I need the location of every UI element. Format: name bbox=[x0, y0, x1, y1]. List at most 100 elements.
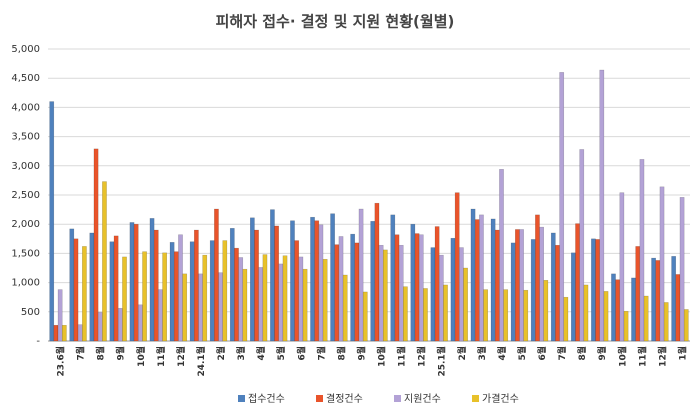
bar bbox=[298, 256, 304, 342]
bar bbox=[579, 149, 585, 342]
bar bbox=[555, 244, 560, 342]
bar bbox=[434, 226, 440, 342]
bar bbox=[659, 186, 665, 342]
bar bbox=[229, 228, 235, 342]
bar bbox=[294, 240, 300, 342]
bar bbox=[270, 209, 275, 342]
y-tick-label: 1,500 bbox=[11, 248, 40, 259]
x-tick-label: 9월 bbox=[596, 346, 608, 361]
bar bbox=[515, 229, 520, 342]
y-tick-label: 500 bbox=[21, 307, 40, 318]
legend-swatch bbox=[472, 395, 479, 402]
bar bbox=[603, 291, 609, 342]
bar bbox=[250, 217, 255, 342]
x-tick-label: 3월 bbox=[235, 346, 247, 361]
y-tick-label: 5,000 bbox=[11, 44, 40, 55]
bar bbox=[519, 229, 524, 342]
bar bbox=[262, 254, 268, 342]
bar bbox=[258, 267, 264, 342]
bar bbox=[679, 197, 685, 342]
y-tick-label: 4,500 bbox=[11, 73, 40, 84]
x-tick-label: 4월 bbox=[496, 346, 508, 361]
bar bbox=[463, 267, 468, 342]
bar bbox=[623, 310, 629, 342]
bar bbox=[109, 241, 115, 342]
bar bbox=[310, 216, 315, 342]
bar bbox=[583, 284, 589, 342]
bar bbox=[234, 247, 239, 342]
legend-swatch bbox=[238, 395, 245, 402]
bar bbox=[410, 223, 416, 342]
bar bbox=[483, 289, 488, 342]
bar bbox=[358, 208, 364, 342]
bar bbox=[382, 249, 388, 342]
bar bbox=[182, 273, 188, 342]
x-tick-label: 5월 bbox=[516, 346, 528, 361]
chart-title: 피해자 접수· 결정 및 지원 현황(월별) bbox=[216, 13, 455, 31]
x-tick-label: 24.1월 bbox=[195, 346, 207, 377]
bar bbox=[222, 240, 228, 342]
x-tick-label: 9월 bbox=[355, 346, 367, 361]
bar bbox=[49, 101, 55, 342]
y-tick-label: - bbox=[36, 336, 40, 347]
bar bbox=[82, 246, 87, 342]
x-tick-label: 8월 bbox=[95, 346, 107, 361]
x-tick-label: 11월 bbox=[636, 346, 648, 367]
bar bbox=[334, 244, 340, 342]
bar bbox=[611, 273, 616, 342]
y-tick-label: 3,000 bbox=[11, 161, 40, 172]
bar bbox=[354, 242, 360, 342]
bar bbox=[403, 286, 408, 342]
bar bbox=[563, 296, 569, 342]
bar bbox=[162, 252, 167, 342]
bar bbox=[330, 213, 335, 342]
x-tick-label: 25.1월 bbox=[436, 346, 448, 377]
bar bbox=[494, 229, 500, 342]
x-tick-label: 8월 bbox=[576, 346, 588, 361]
bar bbox=[214, 208, 219, 342]
bar bbox=[73, 238, 79, 342]
bar bbox=[470, 208, 476, 342]
bar bbox=[278, 263, 284, 342]
bar bbox=[474, 219, 480, 342]
bar bbox=[318, 224, 324, 342]
x-tick-label: 7월 bbox=[556, 346, 568, 361]
bar bbox=[651, 257, 656, 342]
bar bbox=[543, 280, 549, 342]
bar bbox=[571, 252, 576, 342]
bar bbox=[93, 148, 99, 342]
y-tick-label: 2,000 bbox=[11, 219, 40, 230]
bar bbox=[423, 288, 428, 342]
legend-swatch bbox=[316, 395, 323, 402]
bar bbox=[218, 272, 223, 342]
x-tick-label: 12월 bbox=[656, 346, 668, 367]
x-tick-label: 10월 bbox=[135, 346, 147, 367]
bar bbox=[350, 233, 356, 342]
bar bbox=[394, 234, 400, 342]
bar bbox=[238, 257, 244, 342]
x-tick-label: 5월 bbox=[275, 346, 287, 361]
x-tick-label: 1월 bbox=[676, 346, 688, 361]
x-tick-label: 2월 bbox=[215, 346, 227, 361]
x-tick-label: 11월 bbox=[155, 346, 167, 367]
bar bbox=[619, 192, 625, 342]
bar bbox=[113, 235, 119, 342]
bar bbox=[631, 277, 636, 342]
legend-label: 지원건수 bbox=[404, 393, 441, 405]
bar bbox=[322, 258, 328, 342]
bar bbox=[242, 268, 248, 342]
bar bbox=[438, 254, 444, 342]
bar bbox=[378, 244, 384, 342]
bar bbox=[282, 255, 288, 342]
bar bbox=[117, 308, 123, 342]
bar bbox=[142, 251, 147, 342]
bar bbox=[61, 324, 67, 342]
bar bbox=[138, 304, 143, 342]
y-tick-label: 4,000 bbox=[11, 102, 40, 113]
x-tick-label: 7월 bbox=[315, 346, 327, 361]
bar bbox=[430, 247, 436, 342]
x-tick-label: 7월 bbox=[75, 346, 87, 361]
bar bbox=[53, 324, 59, 342]
bar bbox=[575, 223, 580, 342]
bar bbox=[535, 214, 540, 342]
